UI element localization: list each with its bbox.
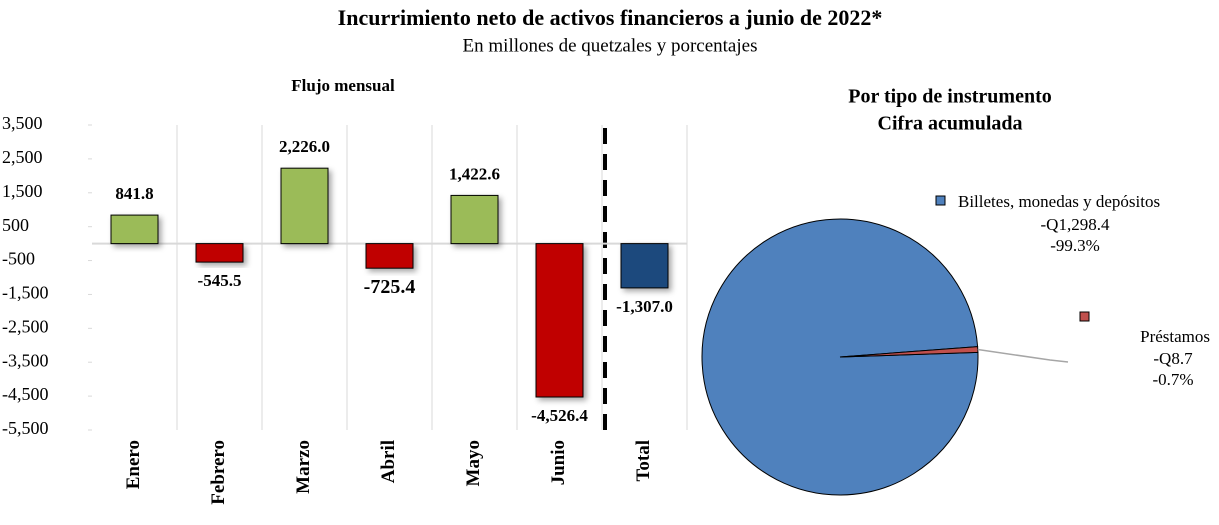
x-tick-label: Marzo xyxy=(293,440,314,494)
y-tick-label: -2,500 xyxy=(2,316,49,336)
y-tick-label: 1,500 xyxy=(2,181,43,201)
legend-label: Billetes, monedas y depósitos xyxy=(958,192,1160,211)
data-label: -545.5 xyxy=(198,271,242,290)
bar xyxy=(535,243,584,398)
y-tick-label: -4,500 xyxy=(2,384,49,404)
data-label: -725.4 xyxy=(364,276,416,298)
data-label: -Q1,298.4 xyxy=(1041,215,1110,234)
y-tick-label: 500 xyxy=(2,215,29,235)
y-tick-label: -500 xyxy=(2,249,35,269)
bar xyxy=(365,243,414,269)
bar xyxy=(195,243,244,263)
data-label: -1,307.0 xyxy=(616,297,673,316)
y-tick-label: -1,500 xyxy=(2,283,49,303)
y-tick-label: -5,500 xyxy=(2,418,49,438)
data-label: -99.3% xyxy=(1050,236,1100,255)
data-label: -0.7% xyxy=(1152,370,1193,389)
bar-title: Flujo mensual xyxy=(291,76,395,95)
bar xyxy=(110,214,159,245)
y-tick-label: 2,500 xyxy=(2,147,43,167)
x-tick-label: Mayo xyxy=(463,440,484,486)
chart-title: Incurrimiento neto de activos financiero… xyxy=(338,5,883,30)
leader-line xyxy=(977,348,1069,363)
data-label: -Q8.7 xyxy=(1153,349,1193,368)
y-tick-label: -3,500 xyxy=(2,350,49,370)
data-label: 841.8 xyxy=(115,184,153,203)
y-tick-label: 3,500 xyxy=(2,113,43,133)
pie-slice xyxy=(701,218,979,496)
chart-subtitle: En millones de quetzales y porcentajes xyxy=(463,35,758,56)
bar xyxy=(280,167,329,245)
bar xyxy=(450,194,499,245)
data-label: 2,226.0 xyxy=(279,137,330,156)
x-tick-label: Febrero xyxy=(208,440,229,505)
data-label: 1,422.6 xyxy=(449,164,500,183)
x-tick-label: Total xyxy=(633,440,654,482)
pie-subtitle: Cifra acumulada xyxy=(878,113,1023,135)
x-tick-label: Junio xyxy=(548,440,569,485)
x-tick-label: Abril xyxy=(378,440,399,483)
x-tick-label: Enero xyxy=(123,440,144,489)
legend-label: Préstamos xyxy=(1140,327,1210,346)
legend-swatch xyxy=(1079,311,1090,322)
pie-title: Por tipo de instrumento xyxy=(848,86,1052,108)
legend-swatch xyxy=(935,195,946,206)
data-label: -4,526.4 xyxy=(531,406,588,425)
bar xyxy=(620,243,669,289)
